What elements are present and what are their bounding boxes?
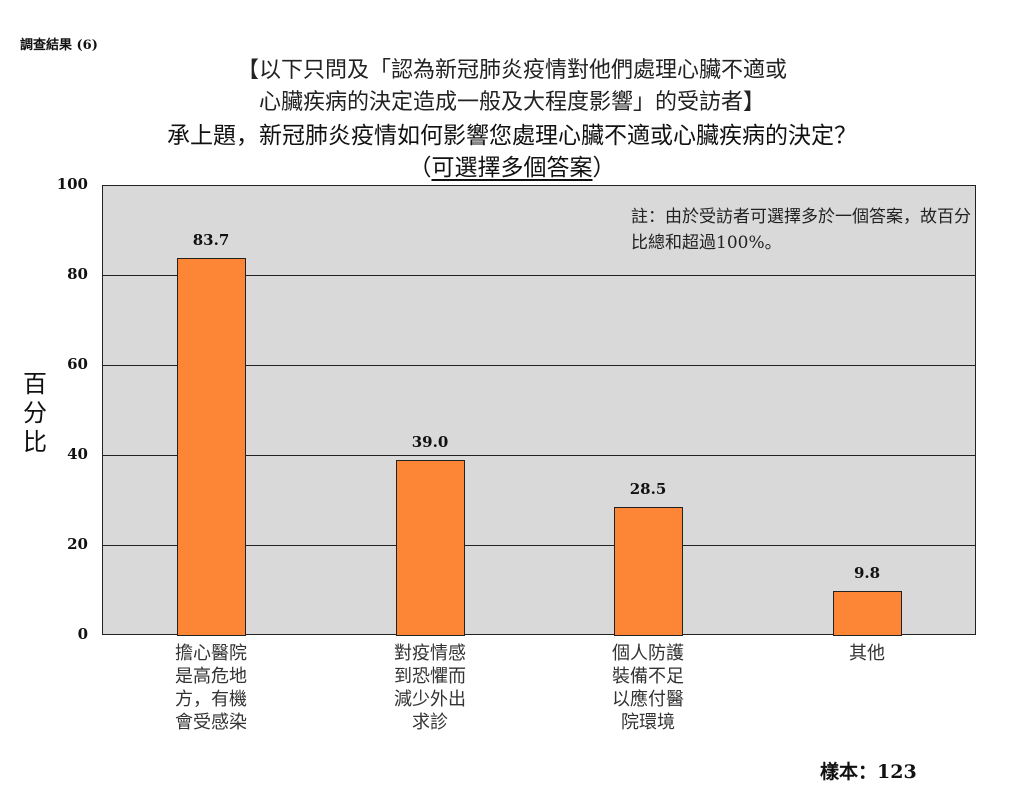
bar [395,459,465,636]
x-category-label: 個人防護 裝備不足 以應付醫 院環境 [612,643,684,733]
x-category-label: 擔心醫院 是高危地 方，有機 會受感染 [175,643,247,733]
bar [613,506,683,636]
gridline [103,545,975,546]
bar-value-label: 9.8 [853,563,881,582]
question-title: 承上題，新冠肺炎疫情如何影響您處理心臟不適或心臟疾病的決定？ [167,123,857,149]
instruction-text: 可選擇多個答案 [431,155,593,181]
bar [176,258,246,636]
bar-value-label: 39.0 [411,432,449,451]
instruction-open: （ [408,155,432,181]
instruction-close: ） [592,155,616,181]
gridline [103,275,975,276]
gridline [103,365,975,366]
bar-value-label: 28.5 [629,479,667,498]
y-tick-label: 100 [56,175,88,193]
title-line-2: 心臟疾病的決定造成一般及大程度影響」的受訪者】 [258,90,765,115]
instruction: （可選擇多個答案） [0,148,1024,182]
y-tick-label: 0 [77,625,88,643]
section-label: 調查結果 (6) [20,38,98,53]
title-line-1: 【以下只問及「認為新冠肺炎疫情對他們處理心臟不適或 [236,58,787,83]
bar [832,590,902,636]
x-category-label: 對疫情感 到恐懼而 減少外出 求診 [394,643,466,733]
y-tick-label: 40 [67,445,88,463]
bar-value-label: 83.7 [192,231,230,250]
y-tick-label: 20 [67,535,88,553]
gridline [103,455,975,456]
plot-area: 註：由於受訪者可選擇多於一個答案，故百分比總和超過100%。 [102,185,976,635]
chart-note: 註：由於受訪者可選擇多於一個答案，故百分比總和超過100%。 [631,207,971,253]
y-axis-label: 百分比 [23,370,47,456]
x-category-label: 其他 [849,643,885,664]
y-tick-label: 60 [67,355,88,373]
sample-size: 樣本：123 [820,761,917,783]
y-tick-label: 80 [67,265,88,283]
